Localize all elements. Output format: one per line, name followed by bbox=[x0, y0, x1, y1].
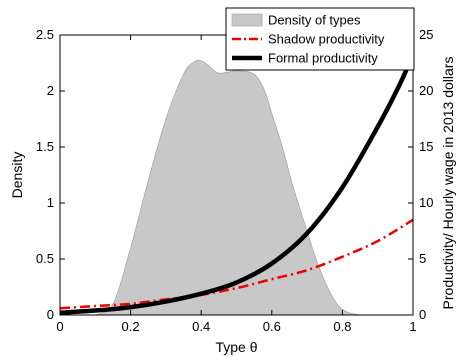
y-axis-right-label: Productivity/ Hourly wage in 2013 dollar… bbox=[440, 57, 456, 310]
x-axis-label: Type θ bbox=[215, 339, 257, 355]
y-left-tick-label: 0.5 bbox=[36, 251, 54, 266]
density-area bbox=[94, 59, 361, 316]
y-left-tick-label: 1.5 bbox=[36, 139, 54, 154]
y-right-tick-label: 0 bbox=[419, 307, 426, 322]
legend-label: Formal productivity bbox=[268, 51, 378, 66]
plot-area bbox=[59, 34, 414, 316]
x-tick-label: 0.2 bbox=[122, 319, 140, 334]
legend-label: Shadow productivity bbox=[268, 32, 385, 47]
y-right-tick-label: 20 bbox=[419, 83, 433, 98]
y-left-tick-label: 2 bbox=[47, 83, 54, 98]
x-tick-label: 0.8 bbox=[333, 319, 351, 334]
legend-label: Density of types bbox=[268, 13, 361, 28]
legend: Density of types Shadow productivity Forma… bbox=[225, 7, 415, 71]
legend-swatch-density bbox=[231, 13, 263, 27]
y-left-tick-label: 0 bbox=[47, 307, 54, 322]
y-axis-left-label: Density bbox=[9, 152, 25, 199]
y-right-tick-label: 10 bbox=[419, 195, 433, 210]
y-right-tick-label: 5 bbox=[419, 251, 426, 266]
x-tick-label: 1 bbox=[409, 319, 416, 334]
y-right-tick-label: 15 bbox=[419, 139, 433, 154]
y-left-tick-label: 2.5 bbox=[36, 27, 54, 42]
shadow-productivity-line bbox=[59, 218, 414, 310]
formal-productivity-line bbox=[60, 51, 413, 315]
y-left-tick-label: 1 bbox=[47, 195, 54, 210]
x-tick-label: 0 bbox=[56, 319, 63, 334]
y-right-tick-label: 25 bbox=[419, 27, 433, 42]
x-tick-label: 0.4 bbox=[192, 319, 210, 334]
x-tick-label: 0.6 bbox=[263, 319, 281, 334]
